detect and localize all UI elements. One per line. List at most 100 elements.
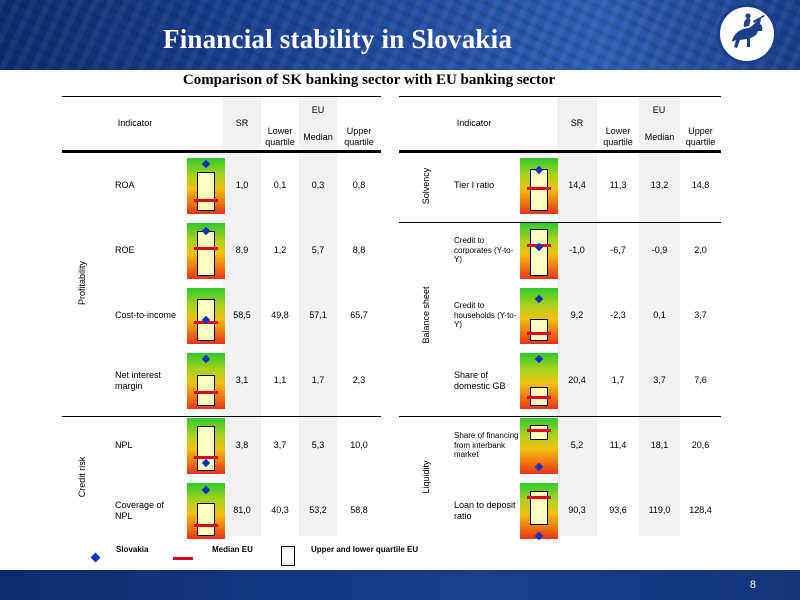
upper-quartile-value: 58,8: [350, 505, 368, 515]
indicator-label: Loan to deposit ratio: [454, 499, 516, 521]
indicator-header: Indicator: [117, 118, 153, 128]
median-value: 3,7: [653, 375, 666, 385]
upper-quartile-value: 65,7: [350, 310, 368, 320]
median-value: 1,7: [311, 375, 325, 385]
quartile-gauge: [520, 223, 558, 279]
footer-band: [0, 570, 800, 600]
median-marker-line: [527, 495, 551, 499]
sr-value: 8,9: [235, 245, 249, 255]
sr-value: 14,4: [568, 180, 586, 190]
quartile-gauge: [187, 418, 225, 474]
upper-quartile-value: 7,6: [694, 375, 707, 385]
sr-value: 5,2: [570, 440, 584, 450]
quartile-box: [197, 426, 215, 472]
slovakia-marker-diamond-icon: [534, 294, 544, 304]
upper-quartile-header: Upper quartile: [344, 126, 374, 147]
sr-column-shade: [223, 97, 261, 536]
lower-quartile-value: 0,1: [273, 180, 287, 190]
group-separator: [399, 416, 721, 417]
indicator-label: Net interest margin: [115, 369, 162, 391]
quartile-gauge: [520, 418, 558, 474]
median-marker-line: [194, 390, 218, 394]
sr-value: 1,0: [235, 180, 249, 190]
lower-quartile-value: 11,3: [609, 180, 627, 190]
sr-value: 81,0: [233, 505, 251, 515]
lower-quartile-value: 93,6: [609, 505, 627, 515]
indicator-label: Credit to households (Y-to-Y): [454, 301, 517, 329]
indicator-label: ROA: [115, 180, 135, 190]
sr-header: SR: [235, 118, 249, 128]
lower-quartile-value: 1,2: [273, 245, 287, 255]
indicator-label: Share of domestic GB: [454, 369, 506, 391]
left-panel: Indicator SR EU Lower quartile Median Up…: [62, 96, 381, 539]
indicator-label: Share of financing from interbank market: [454, 431, 519, 459]
slide-title: Financial stability in Slovakia: [163, 24, 513, 54]
median-header: Median: [303, 132, 333, 142]
median-marker-line: [194, 198, 218, 202]
legend-quartile: Upper and lower quartile EU: [311, 545, 419, 554]
page-number: 8: [749, 579, 756, 591]
slovakia-marker-diamond-icon: [201, 159, 211, 168]
slovakia-marker-diamond-icon: [201, 485, 211, 494]
lower-quartile-value: 11,4: [609, 440, 627, 450]
median-marker-line: [527, 187, 551, 191]
sr-header: SR: [570, 118, 584, 128]
lower-quartile-value: -2,3: [610, 310, 626, 320]
sr-value: 20,4: [568, 375, 586, 385]
indicator-label: ROE: [115, 245, 135, 255]
upper-quartile-value: 0,8: [352, 180, 366, 190]
median-marker-line: [527, 332, 551, 336]
slovakia-marker-diamond-icon: [201, 354, 211, 363]
legend-slovakia: Slovakia: [116, 545, 149, 554]
lower-quartile-value: 3,7: [273, 440, 287, 450]
upper-quartile-header: Upper quartile: [685, 126, 716, 147]
quartile-box: [530, 491, 548, 525]
median-column-shade: [639, 97, 680, 536]
table-subtitle: Comparison of SK banking sector with EU …: [182, 72, 556, 88]
median-value: -0,9: [651, 245, 668, 255]
median-marker-line: [194, 455, 218, 459]
median-column-shade: [299, 97, 337, 536]
quartile-box: [197, 172, 215, 212]
upper-quartile-value: 10,0: [350, 440, 368, 450]
eu-header: EU: [311, 105, 325, 115]
quartile-gauge: [520, 483, 558, 541]
median-value: 18,1: [650, 440, 669, 450]
slovakia-marker-diamond-icon: [534, 354, 544, 363]
lower-quartile-header: Lower quartile: [265, 126, 295, 147]
lower-quartile-value: 40,3: [271, 505, 289, 515]
median-value: 0,1: [653, 310, 666, 320]
upper-quartile-value: 8,8: [352, 245, 366, 255]
median-value: 0,3: [311, 180, 325, 190]
median-header: Median: [644, 132, 675, 142]
indicator-label: Tier I ratio: [454, 180, 495, 190]
upper-quartile-value: 2,0: [694, 245, 707, 255]
header-rule: [62, 150, 381, 153]
legend-median: Median EU: [212, 545, 253, 554]
median-value: 5,7: [311, 245, 325, 255]
group-label-liquidity: Liquidity: [421, 460, 431, 494]
median-value: 5,3: [311, 440, 325, 450]
group-label-credit-risk: Credit risk: [77, 456, 87, 498]
upper-quartile-value: 14,8: [691, 180, 710, 190]
median-marker-line: [194, 523, 218, 527]
group-label-profitability: Profitability: [77, 260, 87, 306]
quartile-box: [530, 424, 548, 441]
lower-quartile-value: -6,7: [610, 245, 626, 255]
group-separator: [399, 222, 721, 223]
top-rule: [399, 96, 721, 97]
sr-value: 3,8: [235, 440, 249, 450]
quartile-gauge: [187, 483, 225, 539]
quartile-gauge: [187, 353, 225, 409]
sr-value: 9,2: [570, 310, 584, 320]
upper-quartile-value: 20,6: [691, 440, 710, 450]
lower-quartile-value: 1,7: [611, 375, 625, 385]
legend-marker-diamond-icon: [90, 552, 101, 563]
legend-quartile-box-icon: [281, 546, 295, 566]
quartile-box: [530, 318, 548, 342]
quartile-gauge: [520, 288, 558, 344]
sr-column-shade: [557, 97, 597, 536]
header-rule: [399, 150, 721, 153]
lower-quartile-value: 1,1: [273, 375, 287, 385]
indicator-header: Indicator: [456, 118, 492, 128]
